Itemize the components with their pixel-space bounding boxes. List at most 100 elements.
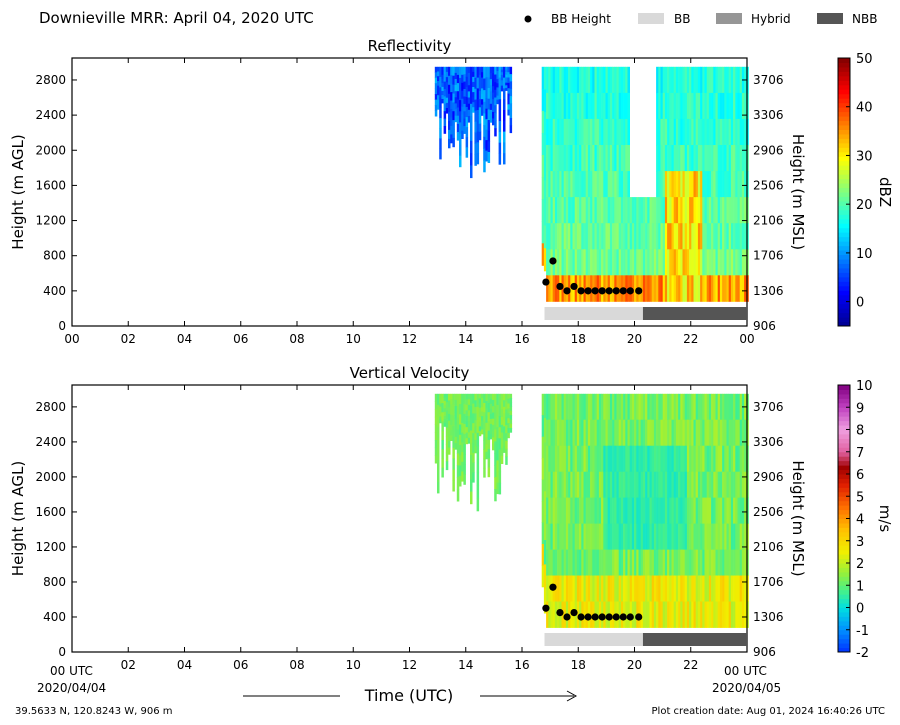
echo-cell [563, 92, 567, 120]
echo-cell [693, 497, 696, 524]
echo-cell [439, 107, 442, 119]
echo-cell [478, 417, 482, 423]
echo-cell [660, 497, 663, 524]
echo-cell [647, 223, 650, 250]
echo-cell [728, 601, 732, 628]
echo-cell [439, 397, 442, 401]
echo-cell [481, 66, 484, 73]
echo-cell [496, 91, 499, 96]
echo-cell [711, 145, 714, 172]
echo-cell [454, 109, 458, 117]
echo-cell [733, 601, 736, 628]
echo-cell [642, 249, 646, 276]
echo-cell [445, 410, 449, 420]
echo-cell [623, 575, 626, 602]
echo-cell [662, 523, 666, 550]
echo-cell [507, 72, 510, 78]
echo-cell [653, 575, 657, 602]
echo-cell [476, 393, 480, 408]
echo-cell [719, 471, 723, 499]
echo-cell [717, 92, 721, 120]
bb-height-point [584, 287, 592, 295]
echo-cell [568, 419, 571, 447]
echo-cell [704, 171, 707, 198]
echo-cell [434, 455, 438, 464]
legend: BB Height BB Hybrid NBB [524, 12, 877, 26]
echo-cell [574, 66, 578, 94]
echo-cell [691, 523, 694, 550]
y-tick-label: 800 [43, 575, 66, 589]
echo-cell [559, 445, 562, 473]
echo-cell [561, 197, 564, 224]
echo-cell [739, 575, 743, 602]
echo-cell [590, 92, 593, 120]
echo-cell [454, 418, 458, 425]
echo-cell [612, 92, 615, 120]
echo-cell [454, 424, 458, 432]
echo-cell [601, 92, 604, 120]
echo-cell [671, 249, 674, 276]
echo-cell [500, 72, 504, 76]
echo-cell [437, 404, 440, 417]
echo-cell [441, 412, 444, 422]
echo-cell [546, 471, 549, 499]
echo-cell [494, 489, 497, 502]
echo-cell [713, 601, 716, 628]
echo-cell [695, 497, 699, 524]
echo-cell [500, 85, 504, 89]
echo-cell [503, 426, 506, 434]
echo-cell [439, 410, 442, 414]
echo-cell [576, 445, 580, 473]
echo-cell [543, 442, 547, 468]
echo-cell [552, 393, 556, 421]
echo-cell [673, 66, 677, 94]
echo-cell [660, 419, 663, 447]
echo-cell [686, 549, 690, 576]
colorbar-label: m/s [876, 505, 894, 533]
echo-cell [572, 523, 575, 550]
echo-cell [728, 66, 732, 94]
echo-cell [739, 171, 743, 198]
echo-cell [673, 601, 677, 628]
echo-cell [706, 92, 710, 120]
colorbar-cell [838, 125, 850, 130]
echo-cell [568, 497, 571, 524]
echo-cell [596, 197, 600, 224]
echo-cell [592, 145, 595, 172]
echo-cell [485, 401, 488, 409]
colorbar-cell [838, 567, 850, 573]
y-right-tick-label: 2906 [753, 143, 784, 157]
echo-cell [548, 118, 551, 146]
echo-cell [671, 601, 674, 628]
echo-cell [634, 497, 637, 524]
echo-cell [601, 575, 604, 602]
echo-cell [620, 66, 624, 94]
echo-cell [656, 445, 659, 473]
echo-cell [552, 549, 556, 576]
colorbar-cell [838, 263, 850, 269]
echo-cell [708, 471, 712, 499]
echo-cell [561, 549, 564, 576]
echo-cell [507, 104, 510, 111]
colorbar-cell [838, 607, 850, 613]
echo-cell [651, 549, 655, 576]
echo-cell [675, 601, 679, 628]
x-tick-label: 08 [289, 658, 304, 672]
echo-cell [623, 171, 626, 198]
echo-cell [640, 575, 644, 602]
echo-cell [439, 138, 442, 150]
echo-cell [645, 471, 648, 499]
echo-cell [737, 601, 740, 628]
colorbar-cell [838, 281, 850, 287]
echo-cell [485, 150, 488, 162]
echo-cell [616, 197, 619, 224]
echo-cell [452, 84, 455, 94]
echo-cell [614, 471, 617, 499]
echo-cell [543, 418, 547, 443]
echo-cell [691, 471, 694, 499]
echo-cell [585, 419, 589, 447]
echo-cell [623, 66, 626, 94]
echo-cell [656, 66, 659, 94]
echo-cell [673, 145, 677, 172]
colorbar-cell [838, 549, 850, 555]
